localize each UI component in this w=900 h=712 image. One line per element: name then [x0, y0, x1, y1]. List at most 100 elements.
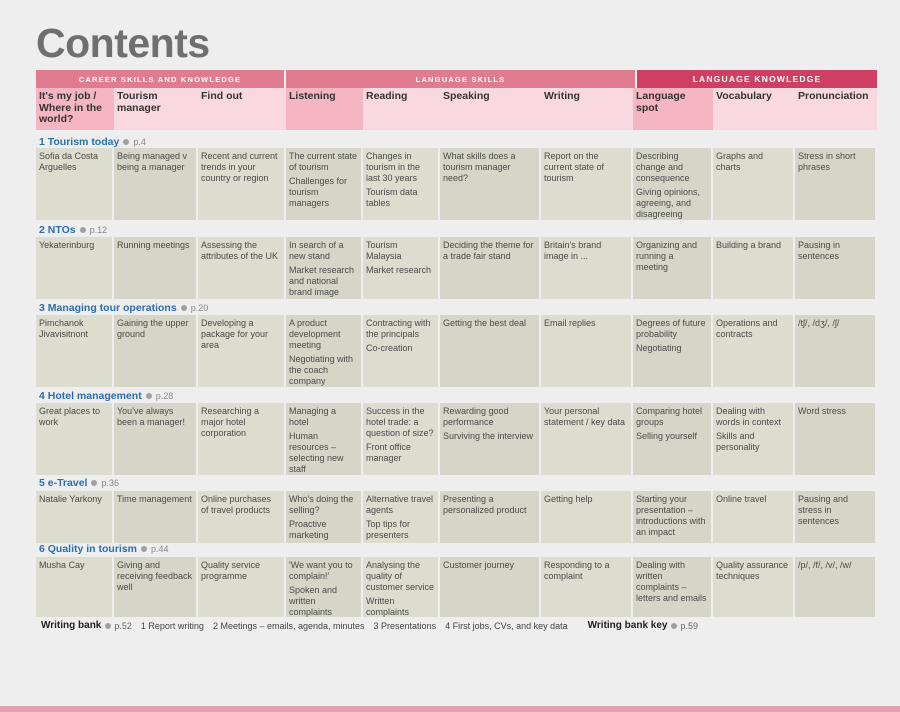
cell-listening: 'We want you to complain!' Spoken and wri…	[286, 557, 363, 617]
cell-profile: Sofia da Costa Arguelles	[36, 148, 114, 220]
unit-title-text: 6 Quality in tourism	[39, 543, 138, 555]
cell-language-spot: Organizing and running a meeting	[633, 237, 713, 299]
cell-writing: Report on the current state of tourism	[541, 148, 633, 220]
cell-pronunciation: /p/, /f/, /v/, /w/	[795, 557, 877, 617]
header-language-spot: Language spot	[633, 88, 713, 130]
cell-tourism-manager: Time management	[114, 491, 198, 543]
cell-text: Giving and receiving feedback well	[117, 560, 193, 592]
cell-text: Who's doing the selling?	[289, 494, 354, 515]
cell-tourism-manager: You've always been a manager!	[114, 403, 198, 475]
cell-text: Assessing the attributes of the UK	[201, 240, 279, 261]
cell-tourism-manager: Being managed v being a manager	[114, 148, 198, 220]
unit-page: p.28	[155, 391, 174, 401]
bullet-dot-icon	[91, 480, 98, 486]
cell-text: Word stress	[798, 406, 846, 416]
band-language-knowledge: LANGUAGE KNOWLEDGE	[637, 70, 877, 88]
cell-language-spot: Dealing with written complaints – letter…	[633, 557, 713, 617]
cell-text: Negotiating with the coach company	[289, 354, 354, 386]
cell-find-out: Recent and current trends in your countr…	[198, 148, 286, 220]
cell-listening: The current state of tourism Challenges f…	[286, 148, 363, 220]
cell-text: Tourism Malaysia	[366, 240, 402, 261]
cell-text: Deciding the theme for a trade fair stan…	[443, 240, 534, 261]
cell-speaking: What skills does a tourism manager need?	[440, 148, 541, 220]
cell-speaking: Rewarding good performance Surviving the …	[440, 403, 541, 475]
header-pronunciation: Pronunciation	[795, 88, 877, 130]
cell-text: A product development meeting	[289, 318, 341, 350]
cell-text: Selling yourself	[636, 431, 698, 441]
cell-text: Degrees of future probability	[636, 318, 706, 339]
unit-page: p.20	[190, 303, 209, 313]
unit-row: Musha Cay Giving and receiving feedback w…	[36, 557, 877, 617]
cell-language-spot: Comparing hotel groups Selling yourself	[633, 403, 713, 475]
cell-text: Great places to work	[39, 406, 101, 427]
cell-text: Getting the best deal	[443, 318, 527, 328]
unit-page: p.44	[151, 544, 169, 554]
cell-text: Online purchases of travel products	[201, 494, 272, 515]
cell-vocabulary: Graphs and charts	[713, 148, 795, 220]
cell-language-spot: Starting your presentation – introductio…	[633, 491, 713, 543]
cell-find-out: Quality service programme	[198, 557, 286, 617]
page-title: Contents	[36, 20, 210, 66]
writing-bank-page: p.52	[114, 620, 132, 631]
cell-text: Tourism data tables	[366, 187, 418, 208]
unit-row: Natalie Yarkony Time management Online pur…	[36, 491, 877, 543]
unit-title-text: 4 Hotel management	[39, 390, 142, 402]
unit-row: Pimchanok Jivavisitnont Gaining the upper…	[36, 315, 877, 387]
writing-bank-item: 3 Presentations	[373, 620, 437, 631]
cell-tourism-manager: Running meetings	[114, 237, 198, 299]
unit-3-title[interactable]: 3 Managing tour operations p.20	[39, 302, 208, 314]
band-language-skills: LANGUAGE SKILLS	[286, 70, 635, 88]
cell-text: Gaining the upper ground	[117, 318, 189, 339]
cell-profile: Natalie Yarkony	[36, 491, 114, 543]
cell-listening: In search of a new stand Market research …	[286, 237, 363, 299]
cell-listening: Managing a hotel Human resources – select…	[286, 403, 363, 475]
cell-text: Getting help	[544, 494, 593, 504]
cell-text: You've always been a manager!	[117, 406, 186, 427]
band-career-skills: CAREER SKILLS AND KNOWLEDGE	[36, 70, 284, 88]
cell-text: Pimchanok Jivavisitnont	[39, 318, 89, 339]
writing-bank-key-label[interactable]: Writing bank key	[587, 620, 668, 631]
cell-vocabulary: Quality assurance techniques	[713, 557, 795, 617]
header-tourism-manager: Tourism manager	[114, 88, 198, 130]
unit-6-title[interactable]: 6 Quality in tourism p.44	[39, 543, 169, 555]
cell-text: Graphs and charts	[716, 151, 764, 172]
cell-text: Developing a package for your area	[201, 318, 269, 350]
cell-writing: Email replies	[541, 315, 633, 387]
cell-reading: Success in the hotel trade: a question o…	[363, 403, 440, 475]
unit-5-title[interactable]: 5 e-Travel p.36	[39, 477, 119, 489]
cell-text: Musha Cay	[39, 560, 85, 570]
cell-text: Starting your presentation – introductio…	[636, 494, 706, 537]
cell-vocabulary: Dealing with words in context Skills and …	[713, 403, 795, 475]
cell-text: 'We want you to complain!'	[289, 560, 353, 581]
cell-text: Comparing hotel groups	[636, 406, 703, 427]
cell-text: Your personal statement / key data	[544, 406, 626, 427]
header-speaking: Speaking	[440, 88, 541, 130]
cell-text: Skills and personality	[716, 431, 760, 452]
cell-pronunciation: Pausing and stress in sentences	[795, 491, 877, 543]
bullet-dot-icon	[180, 305, 187, 311]
cell-text: Dealing with written complaints – letter…	[636, 560, 707, 603]
cell-text: Contracting with the principals	[366, 318, 431, 339]
cell-text: Yekaterinburg	[39, 240, 95, 250]
cell-text: Being managed v being a manager	[117, 151, 188, 172]
unit-4-title[interactable]: 4 Hotel management p.28	[39, 390, 173, 402]
cell-text: Customer journey	[443, 560, 515, 570]
unit-row: Great places to work You've always been a…	[36, 403, 877, 475]
writing-bank-label[interactable]: Writing bank	[41, 620, 102, 631]
cell-pronunciation: Stress in short phrases	[795, 148, 877, 220]
header-reading: Reading	[363, 88, 440, 130]
cell-writing: Britain's brand image in ...	[541, 237, 633, 299]
cell-tourism-manager: Gaining the upper ground	[114, 315, 198, 387]
unit-title-text: 2 NTOs	[39, 224, 76, 236]
unit-row: Yekaterinburg Running meetings Assessing t…	[36, 237, 877, 299]
cell-language-spot: Describing change and consequence Giving …	[633, 148, 713, 220]
cell-text: Managing a hotel	[289, 406, 337, 427]
cell-text: Written complaints	[366, 596, 410, 617]
unit-row: Sofia da Costa Arguelles Being managed v …	[36, 148, 877, 220]
cell-speaking: Customer journey	[440, 557, 541, 617]
cell-pronunciation: /tʃ/, /dʒ/, /ʃ/	[795, 315, 877, 387]
unit-2-title[interactable]: 2 NTOs p.12	[39, 224, 107, 236]
unit-1-title[interactable]: 1 Tourism today p.4	[39, 136, 146, 148]
cell-text: Alternative travel agents	[366, 494, 434, 515]
cell-reading: Tourism Malaysia Market research	[363, 237, 440, 299]
